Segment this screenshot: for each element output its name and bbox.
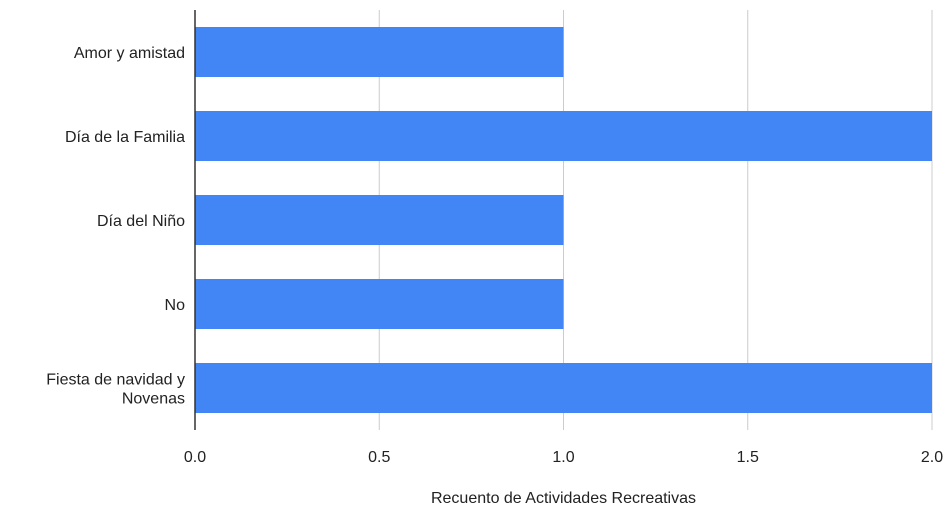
bars: [195, 27, 932, 413]
category-label-line: Amor y amistad: [74, 45, 185, 62]
bar: [195, 363, 932, 413]
category-labels: Amor y amistad Día de la Familia Día del N…: [46, 45, 185, 408]
category-label: Fiesta de navidad y Novenas: [46, 372, 185, 408]
x-tick-labels: 0.0 0.5 1.0 1.5 2.0: [184, 449, 943, 466]
bar: [195, 195, 564, 245]
category-label: No: [165, 297, 186, 314]
x-tick-label: 0.5: [368, 449, 390, 466]
category-label-line: No: [165, 297, 186, 314]
x-axis-title: Recuento de Actividades Recreativas: [431, 490, 696, 507]
bar: [195, 111, 932, 161]
x-tick-label: 2.0: [921, 449, 943, 466]
category-label: Día del Niño: [97, 213, 185, 230]
x-tick-label: 1.5: [737, 449, 759, 466]
category-label-line: Día del Niño: [97, 213, 185, 230]
category-label: Día de la Familia: [65, 129, 185, 146]
category-label-line: Novenas: [122, 391, 185, 408]
x-tick-label: 1.0: [552, 449, 574, 466]
bar: [195, 27, 564, 77]
bar: [195, 279, 564, 329]
category-label: Amor y amistad: [74, 45, 185, 62]
category-label-line: Día de la Familia: [65, 129, 185, 146]
x-tick-label: 0.0: [184, 449, 206, 466]
category-label-line: Fiesta de navidad y: [46, 372, 185, 389]
